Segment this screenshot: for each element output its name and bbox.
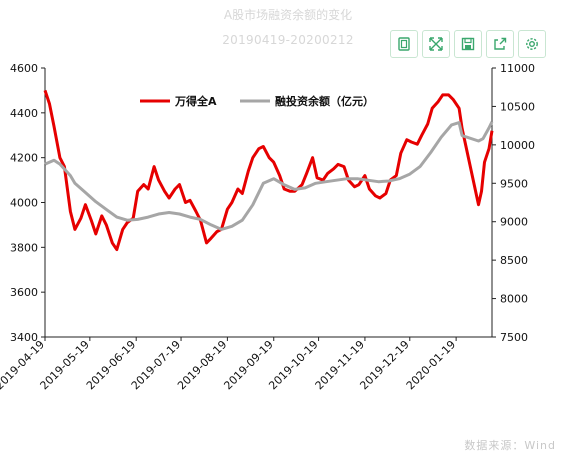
x-tick-label: 2020-01-19 (404, 338, 458, 392)
export-icon[interactable] (486, 30, 514, 58)
y-right-tick-label: 8500 (500, 254, 528, 267)
y-left-tick-label: 3400 (10, 331, 38, 344)
chart-subtitle: 20190419-20200212 (222, 33, 354, 47)
y-right-tick-label: 7500 (500, 331, 528, 344)
y-left-tick-label: 4400 (10, 107, 38, 120)
chart-title: A股市场融资余额的变化 (223, 8, 353, 22)
y-left-tick-label: 4200 (10, 152, 38, 165)
y-right-tick-label: 9000 (500, 216, 528, 229)
series-line-margin-balance (44, 121, 494, 231)
y-right-tick-label: 9500 (500, 177, 528, 190)
data-view-icon[interactable] (390, 30, 418, 58)
save-image-icon[interactable] (454, 30, 482, 58)
zoom-icon[interactable] (422, 30, 450, 58)
y-right-tick-label: 11000 (500, 62, 535, 75)
y-left-tick-label: 3600 (10, 286, 38, 299)
y-left-tick-label: 4000 (10, 197, 38, 210)
legend-label: 融投资余额（亿元） (275, 94, 374, 108)
y-right-tick-label: 10500 (500, 100, 535, 113)
y-right-tick-label: 10000 (500, 139, 535, 152)
series-line-wind-a-index (43, 89, 494, 252)
settings-icon[interactable] (518, 30, 546, 58)
y-left-tick-label: 4600 (10, 62, 38, 75)
y-right-tick-label: 8000 (500, 293, 528, 306)
y-left-tick-label: 3800 (10, 241, 38, 254)
legend-label: 万得全A (174, 94, 217, 108)
chart-toolbar (390, 30, 550, 62)
data-source-note: 数据来源：Wind (464, 439, 556, 452)
